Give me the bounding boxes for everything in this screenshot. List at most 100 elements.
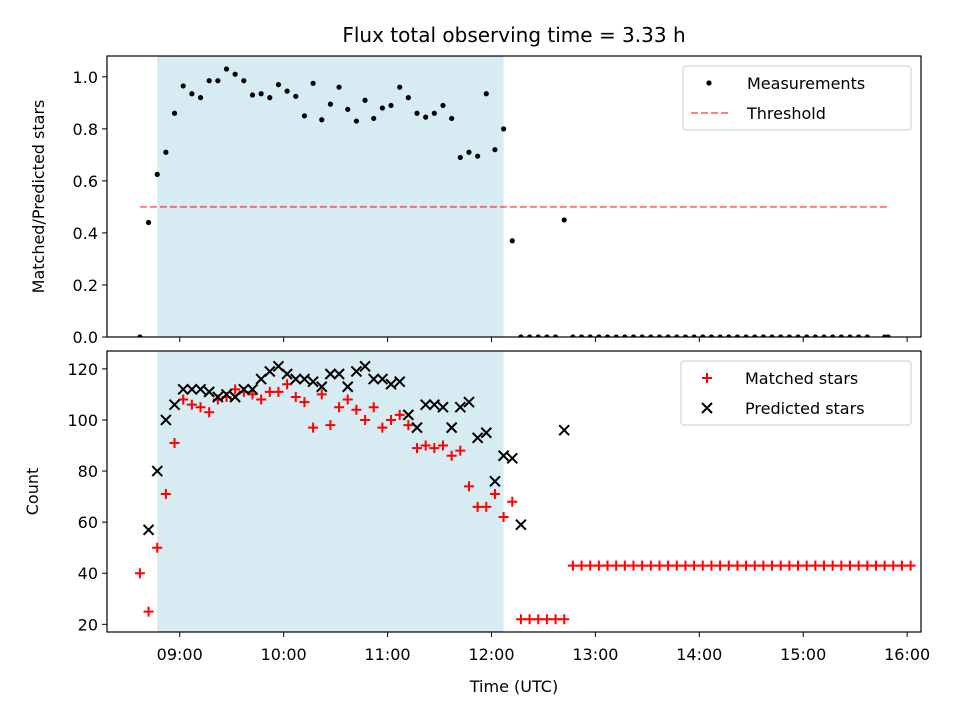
measurement-point	[786, 334, 792, 337]
matched-star-point	[524, 614, 535, 625]
measurement-point	[293, 93, 299, 99]
measurement-point	[397, 84, 403, 90]
legend-dot-icon	[706, 80, 712, 86]
matched-star-point	[870, 560, 881, 571]
measurement-point	[440, 102, 446, 109]
y-tick-label: 0.4	[73, 224, 98, 243]
matched-star-point	[290, 391, 301, 402]
predicted-star-point	[290, 373, 302, 385]
measurement-point	[197, 95, 204, 101]
measurement-point	[310, 80, 316, 86]
matched-star-point	[550, 614, 561, 625]
matched-star-point	[602, 560, 613, 571]
measurement-point	[700, 334, 706, 337]
measurement-point	[587, 334, 593, 337]
matched-star-point	[143, 606, 154, 617]
matched-star-point	[844, 560, 855, 571]
measurement-point	[284, 88, 290, 94]
predicted-star-point	[558, 424, 570, 436]
matched-star-point	[697, 560, 708, 571]
measurement-point	[163, 149, 169, 155]
predicted-star-point	[385, 378, 397, 390]
predicted-star-point	[203, 386, 215, 398]
matched-star-point	[559, 614, 570, 625]
measurement-point	[258, 91, 264, 97]
predicted-star-point	[368, 373, 380, 385]
series-marks	[137, 66, 891, 337]
matched-star-point	[325, 420, 336, 431]
predicted-star-point	[454, 401, 467, 413]
measurement-point	[345, 106, 351, 112]
matched-star-point	[853, 560, 864, 571]
matched-star-point	[801, 560, 812, 571]
y-tick-label: 20	[78, 615, 98, 634]
matched-star-point	[507, 496, 518, 507]
measurement-point	[388, 102, 394, 109]
measurement-point	[492, 147, 498, 153]
x-axis-label: Time (UTC)	[469, 677, 558, 696]
legend-label: Matched stars	[745, 369, 858, 388]
matched-star-point	[368, 402, 379, 413]
measurement-point	[578, 334, 585, 337]
measurement-point	[778, 334, 784, 337]
count-panel: 20 40 60 80 100 120 09:00 10:00 11:00 12:00 13:00 1…	[23, 350, 930, 696]
matched-star-point	[256, 394, 267, 405]
matched-star-point	[541, 614, 552, 625]
measurement-point	[734, 334, 741, 337]
measurement-point	[267, 95, 273, 101]
predicted-star-point	[316, 381, 328, 393]
predicted-star-point	[246, 383, 259, 396]
matched-star-point	[403, 420, 414, 431]
matched-star-point	[394, 409, 405, 420]
measurement-point	[509, 238, 515, 244]
matched-star-point	[169, 437, 180, 448]
measurement-point	[821, 334, 827, 337]
predicted-star-point	[402, 409, 415, 421]
matched-star-point	[481, 501, 492, 512]
matched-star-point	[784, 560, 795, 571]
y-tick-label: 120	[67, 360, 98, 379]
predicted-star-point	[506, 452, 518, 464]
matched-star-point	[273, 386, 284, 397]
measurement-point	[475, 153, 481, 159]
measurement-point	[856, 334, 862, 337]
predicted-star-point	[359, 360, 371, 373]
matched-star-point	[758, 560, 769, 571]
x-tick-label: 15:00	[780, 645, 826, 664]
measurement-point	[379, 105, 385, 111]
y-tick-label: 40	[78, 564, 98, 583]
legend-x-icon	[701, 402, 713, 414]
measurement-point	[154, 171, 160, 177]
matched-star-point	[827, 560, 838, 571]
measurement-point	[518, 334, 524, 337]
legend-label: Measurements	[747, 74, 865, 93]
matched-star-point	[377, 422, 388, 433]
matched-star-point	[862, 560, 873, 571]
measurement-point	[319, 117, 325, 123]
legend: Matched stars Predicted stars	[680, 360, 912, 426]
x-tick-label: 09:00	[157, 645, 203, 664]
predicted-star-point	[463, 396, 475, 408]
matched-star-point	[160, 489, 171, 500]
measurement-point	[189, 91, 195, 97]
measurement-point	[561, 217, 567, 223]
matched-star-point	[775, 560, 786, 571]
x-tick-label: 11:00	[365, 645, 411, 664]
matched-star-point	[654, 560, 665, 571]
measurement-point	[362, 97, 368, 103]
matched-star-point	[429, 443, 440, 454]
x-tick-label: 12:00	[468, 645, 514, 664]
measurement-point	[639, 334, 645, 337]
matched-star-point	[585, 560, 596, 571]
matched-star-point	[247, 389, 258, 400]
measurement-point	[535, 334, 541, 337]
measurement-point	[423, 114, 429, 120]
y-tick-label: 0.8	[73, 120, 98, 139]
predicted-star-point	[324, 368, 337, 380]
x-tick-label: 10:00	[261, 645, 307, 664]
measurement-point	[726, 334, 732, 337]
predicted-star-point	[177, 383, 189, 396]
matched-star-point	[186, 399, 197, 410]
matched-star-point	[489, 489, 500, 500]
matched-star-point	[230, 384, 241, 395]
